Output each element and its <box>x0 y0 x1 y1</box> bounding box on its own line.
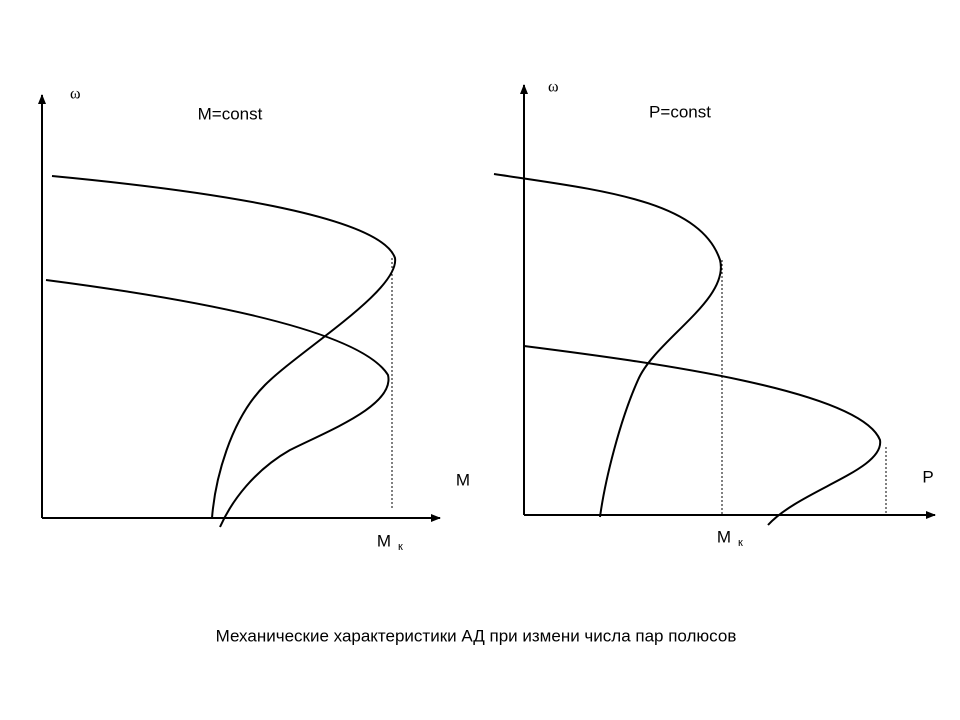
y-axis-label: ω <box>548 79 559 96</box>
x-axis-label: P <box>922 467 933 486</box>
condition-label: M=const <box>198 104 263 123</box>
curve <box>51 175 397 519</box>
critical-label-subscript: к <box>398 541 403 553</box>
critical-label: M <box>377 531 391 550</box>
curve <box>45 279 390 528</box>
condition-label: P=const <box>649 102 711 121</box>
curve <box>493 173 722 518</box>
y-axis-label: ω <box>70 86 81 103</box>
x-axis-label: M <box>456 470 470 489</box>
curve <box>523 345 882 526</box>
caption: Механические характеристики АД при измен… <box>216 626 737 645</box>
critical-label: M <box>717 527 731 546</box>
critical-label-subscript: к <box>738 537 743 549</box>
